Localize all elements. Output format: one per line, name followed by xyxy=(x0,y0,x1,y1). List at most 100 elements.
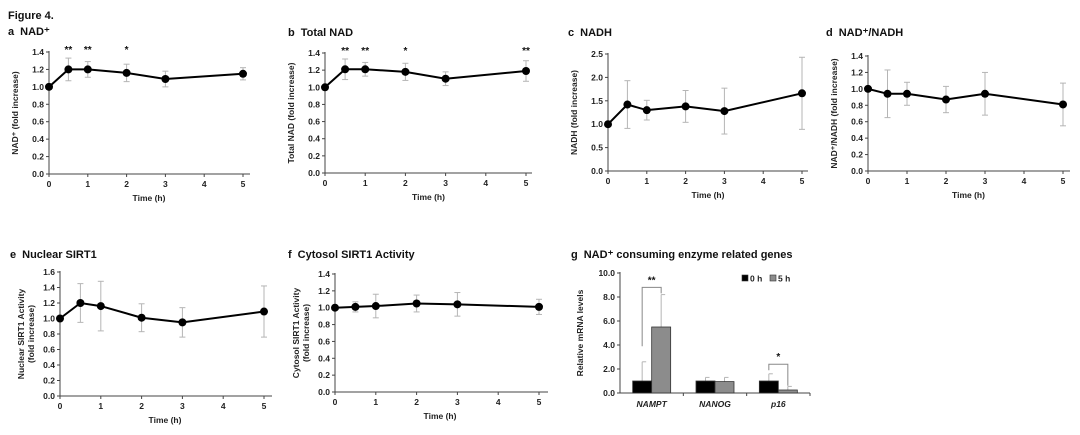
y-tick-label: 8.0 xyxy=(603,292,615,302)
bar-5h-p16 xyxy=(777,389,798,394)
data-point xyxy=(341,65,350,74)
panel-g: g NAD⁺ consuming enzyme related genes 0.0 2… xyxy=(571,249,811,409)
panel-title: f Cytosol SIRT1 Activity xyxy=(288,249,416,261)
x-tick-label: 5 xyxy=(524,178,529,188)
y-tick-label: 0.0 xyxy=(43,391,55,401)
y-axis-label: (fold increase) xyxy=(26,305,36,363)
panel-title-text: Cytosol SIRT1 Activity xyxy=(298,249,416,261)
y-tick-label: 0.4 xyxy=(43,360,55,370)
y-tick-label: 1.2 xyxy=(43,298,55,308)
bar-0h-p16 xyxy=(758,380,779,394)
y-tick-label: 1.0 xyxy=(32,82,44,92)
significance-marker: ** xyxy=(84,45,92,56)
x-tick-label: 5 xyxy=(262,401,267,411)
figure-label: Figure 4. xyxy=(8,10,54,22)
data-point xyxy=(56,314,64,323)
y-tick-label: 0.4 xyxy=(318,353,330,363)
y-tick-label: 0.6 xyxy=(43,345,55,355)
y-tick-label: 1.6 xyxy=(43,267,55,277)
x-tick-label: 2 xyxy=(403,178,408,188)
data-point xyxy=(239,69,247,78)
y-tick-label: 2.0 xyxy=(603,364,615,374)
series-line xyxy=(607,92,803,125)
data-point xyxy=(720,107,729,116)
y-axis-label: NADH (fold increase) xyxy=(569,70,579,155)
data-point xyxy=(161,75,170,84)
data-point xyxy=(522,67,530,75)
y-tick-label: 10.0 xyxy=(598,268,615,278)
y-tick-label: 1.4 xyxy=(308,48,320,58)
panel-letter: e xyxy=(10,249,16,261)
y-tick-label: 6.0 xyxy=(603,316,615,326)
x-tick-label: 4 xyxy=(761,176,766,186)
y-tick-label: 0.0 xyxy=(591,166,603,176)
y-tick-label: 0.0 xyxy=(308,168,320,178)
y-tick-label: 0.8 xyxy=(851,100,863,110)
significance-marker: ** xyxy=(361,46,369,57)
y-tick-label: 1.4 xyxy=(851,51,863,61)
x-axis-label: Time (h) xyxy=(692,190,725,200)
y-axis-label: Nuclear SIRT1 Activity xyxy=(16,289,26,380)
y-tick-label: 0.6 xyxy=(308,117,320,127)
y-tick-label: 0.8 xyxy=(32,99,44,109)
significance-marker: ** xyxy=(65,45,73,56)
y-tick-label: 2.5 xyxy=(591,49,603,59)
data-point xyxy=(361,65,370,74)
series-line xyxy=(334,302,540,309)
y-tick-label: 0.0 xyxy=(851,166,863,176)
data-point xyxy=(942,95,950,104)
x-tick-label: 1 xyxy=(363,178,368,188)
y-tick-label: 4.0 xyxy=(603,340,615,350)
x-tick-label: 0 xyxy=(866,176,871,186)
x-tick-label: 1 xyxy=(373,397,378,407)
x-tick-label: 3 xyxy=(180,401,185,411)
significance-bracket xyxy=(641,286,662,347)
data-point xyxy=(412,299,421,308)
x-tick-label: 2 xyxy=(683,176,688,186)
significance-marker: * xyxy=(403,46,407,57)
x-tick-label: 0 xyxy=(323,178,328,188)
y-tick-label: 0.2 xyxy=(308,151,320,161)
significance-marker: ** xyxy=(648,275,656,286)
significance-marker: * xyxy=(776,352,780,363)
data-point xyxy=(45,82,53,91)
data-point xyxy=(981,89,989,98)
x-tick-label: 0 xyxy=(333,397,338,407)
panel-letter: g xyxy=(571,249,578,261)
y-tick-label: 1.0 xyxy=(851,84,863,94)
y-tick-label: 0.0 xyxy=(603,388,615,398)
series-line xyxy=(324,68,527,89)
panel-letter: c xyxy=(568,27,574,39)
y-tick-label: 0.2 xyxy=(318,370,330,380)
bar-5h-nampt xyxy=(651,326,672,394)
y-tick-label: 1.0 xyxy=(318,303,330,313)
x-tick-label: 4 xyxy=(483,178,488,188)
panel-title-text: Total NAD xyxy=(301,27,353,39)
panel-title-text: Nuclear SIRT1 xyxy=(22,249,97,261)
legend-label: 5 h xyxy=(778,274,790,284)
panel-title-text: NADH xyxy=(580,27,612,39)
data-point xyxy=(321,83,329,92)
y-tick-label: 0.8 xyxy=(308,99,320,109)
x-tick-label: 1 xyxy=(85,179,90,189)
y-tick-label: 1.0 xyxy=(308,82,320,92)
x-tick-label: 2 xyxy=(414,397,419,407)
legend-swatch xyxy=(769,274,777,282)
panel-title-text: NAD⁺ consuming enzyme related genes xyxy=(584,249,793,261)
y-tick-label: 0.6 xyxy=(851,117,863,127)
significance-marker: ** xyxy=(341,46,349,57)
data-point xyxy=(76,299,85,307)
x-tick-label: 2 xyxy=(139,401,144,411)
data-point xyxy=(798,89,806,98)
data-point xyxy=(83,65,92,74)
data-point xyxy=(96,302,105,311)
bar-0h-nanog xyxy=(695,380,716,394)
y-tick-label: 1.4 xyxy=(43,283,55,293)
y-tick-label: 0.8 xyxy=(318,320,330,330)
panel-title-text: NAD⁺ xyxy=(20,26,50,38)
data-point xyxy=(681,102,690,111)
panel-letter: d xyxy=(826,27,833,39)
y-tick-label: 0.0 xyxy=(32,169,44,179)
panel-a: a NAD⁺ 0.0 0.2 0.4 0.6 0.8 1.0 1.2 1.4 NAD⁺ (fold … xyxy=(8,26,250,203)
panel-e: e Nuclear SIRT1 0.0 0.2 0.4 0.6 0.8 1.0 1.2 1.4 1.… xyxy=(10,249,272,425)
